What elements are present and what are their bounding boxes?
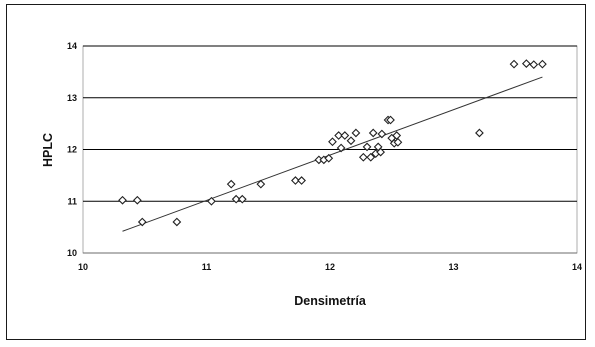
data-point-10 bbox=[297, 176, 306, 185]
y-axis-ticks: 10 11 12 13 14 bbox=[67, 41, 77, 258]
x-tick-label: 12 bbox=[325, 262, 335, 272]
data-point-8 bbox=[256, 179, 266, 189]
data-point-1 bbox=[132, 195, 142, 205]
data-points bbox=[118, 59, 547, 227]
scatter-chart: 10 11 12 13 14 10 11 12 13 14 Densimetría HPLC bbox=[41, 41, 582, 308]
data-point-23 bbox=[368, 128, 378, 138]
data-point-16 bbox=[336, 143, 346, 153]
data-point-14 bbox=[328, 137, 337, 147]
data-point-15 bbox=[334, 131, 344, 140]
data-point-4 bbox=[207, 196, 216, 206]
y-axis-title: HPLC bbox=[41, 133, 55, 167]
data-point-2 bbox=[137, 217, 147, 227]
data-point-29 bbox=[386, 115, 395, 125]
data-point-26 bbox=[376, 147, 386, 157]
data-point-18 bbox=[346, 136, 356, 146]
x-axis-ticks: 10 11 12 13 14 bbox=[78, 262, 582, 272]
data-point-22 bbox=[366, 152, 376, 162]
x-tick-label: 13 bbox=[448, 262, 458, 272]
y-tick-label: 13 bbox=[67, 93, 77, 103]
x-axis-title: Densimetría bbox=[294, 294, 367, 308]
data-point-0 bbox=[118, 195, 127, 205]
data-point-19 bbox=[351, 128, 361, 138]
data-point-9 bbox=[291, 176, 300, 185]
data-point-27 bbox=[377, 129, 387, 139]
data-point-33 bbox=[393, 137, 403, 147]
data-point-21 bbox=[362, 142, 372, 152]
y-tick-label: 14 bbox=[67, 41, 77, 51]
data-point-36 bbox=[521, 59, 531, 68]
data-point-35 bbox=[509, 59, 519, 69]
data-point-5 bbox=[226, 179, 236, 189]
data-point-7 bbox=[237, 194, 247, 204]
data-point-34 bbox=[475, 128, 484, 138]
trendline bbox=[122, 76, 543, 232]
data-point-20 bbox=[358, 152, 368, 162]
x-tick-label: 10 bbox=[78, 262, 88, 272]
data-point-3 bbox=[172, 217, 182, 227]
data-point-38 bbox=[538, 59, 547, 69]
data-point-13 bbox=[324, 153, 334, 163]
y-tick-label: 12 bbox=[67, 145, 77, 155]
data-point-37 bbox=[529, 60, 539, 70]
x-tick-label: 14 bbox=[572, 262, 582, 272]
y-tick-label: 10 bbox=[67, 248, 77, 258]
gridlines bbox=[83, 45, 577, 254]
chart-area: 10 11 12 13 14 10 11 12 13 14 Densimetría HPLC bbox=[6, 4, 586, 340]
data-point-17 bbox=[340, 131, 350, 140]
y-tick-label: 11 bbox=[67, 196, 77, 206]
data-point-6 bbox=[231, 194, 241, 204]
x-tick-label: 11 bbox=[202, 262, 212, 272]
